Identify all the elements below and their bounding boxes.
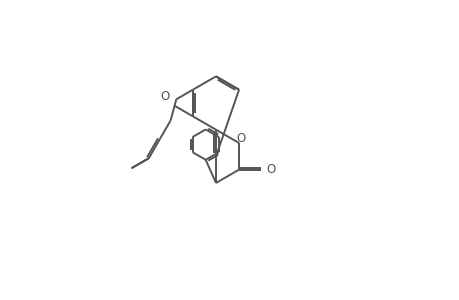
Text: O: O (266, 163, 275, 176)
Text: O: O (236, 132, 245, 145)
Text: O: O (160, 90, 169, 103)
